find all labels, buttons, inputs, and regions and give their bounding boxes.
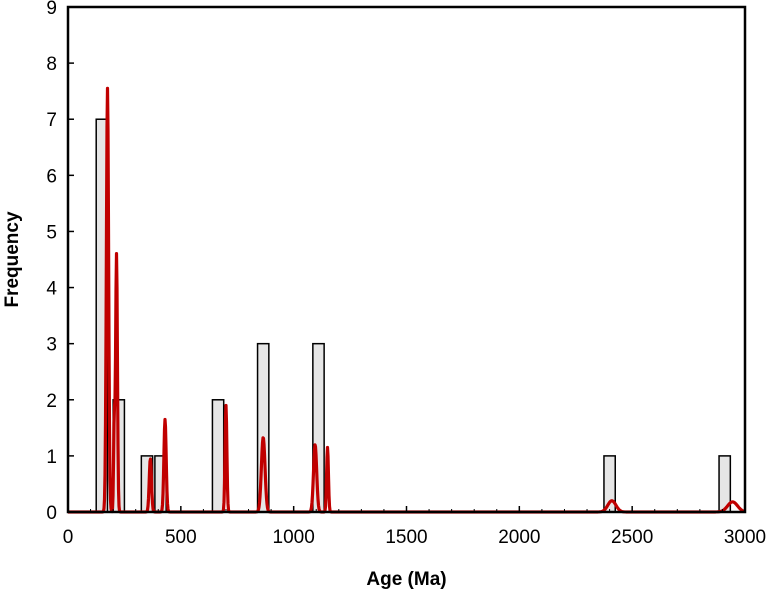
density-curve — [66, 86, 747, 514]
y-tick-label-6: 6 — [46, 166, 57, 187]
y-tick-label-8: 8 — [46, 54, 57, 75]
y-tick-label-9: 9 — [46, 0, 57, 19]
plot-frame — [66, 5, 747, 514]
y-tick-label-7: 7 — [46, 110, 57, 131]
x-tick-label-0: 0 — [63, 527, 74, 548]
y-tick-label-5: 5 — [46, 222, 57, 243]
y-tick-label-3: 3 — [46, 335, 57, 356]
x-tick-label-5: 2500 — [611, 527, 653, 548]
x-tick-label-6: 3000 — [724, 527, 766, 548]
tick-labels: 0 500 1000 1500 2000 2500 3000 0 1 2 3 4 5 6 7 8 9 — [46, 0, 766, 548]
x-tick-label-2: 1000 — [273, 527, 315, 548]
y-tick-label-4: 4 — [46, 279, 57, 300]
x-axis-title: Age (Ma) — [366, 569, 446, 589]
y-axis-title: Frequency — [2, 211, 23, 308]
y-tick-label-0: 0 — [46, 503, 57, 524]
x-tick-label-4: 2000 — [498, 527, 540, 548]
x-tick-label-1: 500 — [165, 527, 197, 548]
x-tick-label-3: 1500 — [385, 527, 427, 548]
y-tick-label-1: 1 — [46, 447, 57, 468]
histogram-bars — [95, 118, 732, 513]
axis-ticks — [67, 6, 746, 513]
histogram-bar-4 — [211, 399, 225, 513]
y-tick-label-2: 2 — [46, 391, 57, 412]
density-curve-layer — [66, 86, 747, 514]
